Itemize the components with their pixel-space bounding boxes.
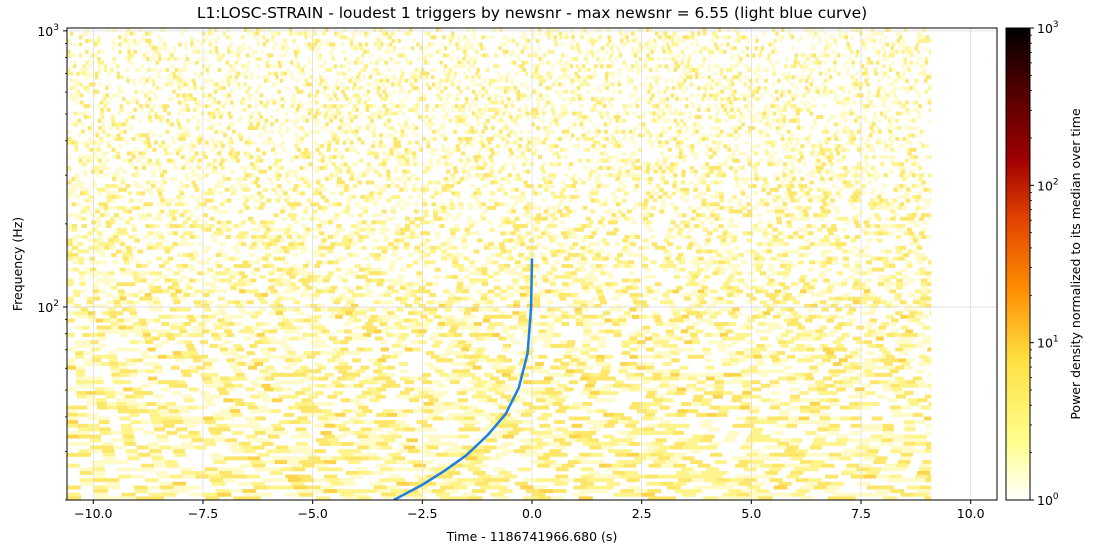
- y-axis-ticks: 102 103: [37, 23, 67, 501]
- trigger-curve: [393, 258, 534, 500]
- y-axis-label: Frequency (Hz): [10, 217, 25, 311]
- colorbar-tick-label: 102: [1037, 177, 1059, 193]
- x-axis-ticks: −10.0 −7.5 −5.0 −2.5 0.0 2.5 5.0 7.5 10.0: [74, 500, 985, 521]
- x-tick-label: −10.0: [74, 506, 112, 521]
- x-tick-label: −5.0: [297, 506, 327, 521]
- x-tick-label: −2.5: [407, 506, 437, 521]
- colorbar-tick-label: 101: [1037, 335, 1059, 351]
- plot-area: −10.0 −7.5 −5.0 −2.5 0.0 2.5 5.0 7.5 10.0 102 103: [37, 23, 998, 521]
- colorbar-tick-label: 103: [1037, 20, 1059, 36]
- colorbar-tick-label: 100: [1037, 492, 1059, 508]
- chart-title: L1:LOSC-STRAIN - loudest 1 triggers by n…: [197, 4, 867, 22]
- x-tick-label: 10.0: [957, 506, 985, 521]
- x-axis-label: Time - 1186741966.680 (s): [446, 529, 618, 544]
- colorbar-gradient: [1005, 27, 1031, 501]
- y-tick-label: 103: [37, 23, 59, 39]
- y-tick-label: 102: [37, 299, 59, 315]
- x-tick-label: 2.5: [632, 506, 652, 521]
- colorbar-ticks: 100 101 102 103: [1030, 20, 1059, 508]
- colorbar-label: Power density normalized to its median o…: [1068, 108, 1083, 420]
- x-tick-label: 5.0: [741, 506, 761, 521]
- x-tick-label: 0.0: [522, 506, 542, 521]
- spectrogram-heatmap: [67, 28, 932, 500]
- x-tick-label: −7.5: [188, 506, 218, 521]
- colorbar: 100 101 102 103 Power density normalized to…: [1005, 20, 1083, 508]
- x-tick-label: 7.5: [851, 506, 871, 521]
